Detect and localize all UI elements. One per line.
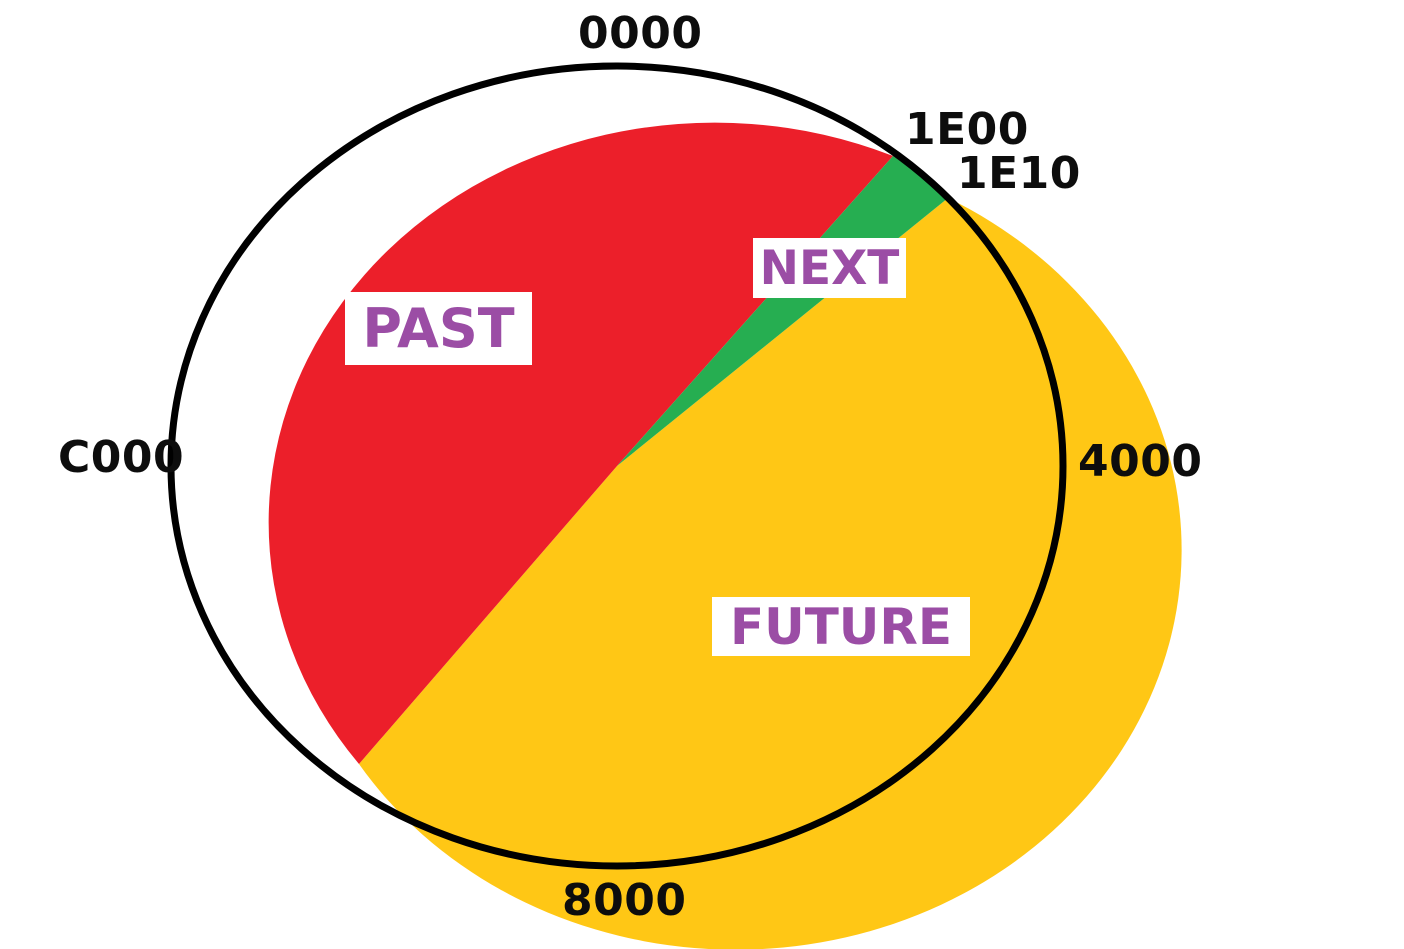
zone-wedge-next [617,156,948,466]
rim-label-1E10: 1E10 [957,148,1081,199]
zone-wedge-future [359,198,1182,949]
zone-label-past: PAST [345,292,532,365]
rim-label-8000: 8000 [562,875,687,926]
zone-label-next: NEXT [753,238,906,298]
rim-label-1E00: 1E00 [905,104,1029,155]
rim-label-C000: C000 [58,432,185,483]
wheel-outline [167,62,1067,870]
rim-label-0000: 0000 [578,8,703,59]
zone-label-future: FUTURE [712,597,970,656]
rim-label-4000: 4000 [1078,436,1203,487]
zone-wedge-past [268,122,893,765]
